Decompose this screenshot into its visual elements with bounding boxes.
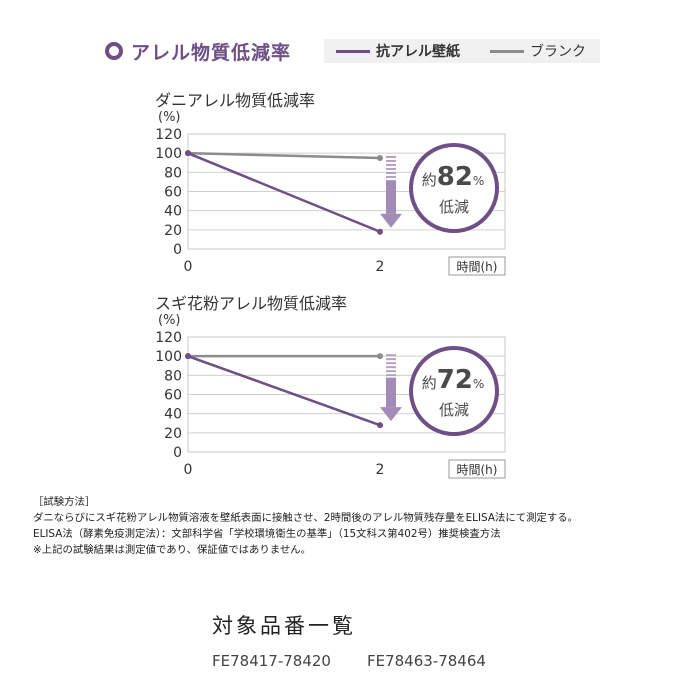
y-tick-label: 20 <box>164 426 182 442</box>
y-tick-label: 120 <box>155 127 182 143</box>
reduction-label: 低減 <box>439 198 469 216</box>
arrow-dash <box>386 366 396 369</box>
reduction-number: 82 <box>437 162 473 192</box>
y-tick-label: 40 <box>164 204 182 220</box>
section-title: アレル物質低減率 <box>131 41 292 64</box>
products-list: FE78417-78420 FE78463-78464 <box>212 652 522 670</box>
y-tick-label: 60 <box>164 388 182 404</box>
y-tick-label: 100 <box>155 349 182 365</box>
arrow-shaft <box>386 181 396 214</box>
arrow-shaft <box>386 377 396 408</box>
legend: 抗アレル壁紙 ブランク <box>324 39 600 63</box>
down-arrow-icon <box>380 213 402 228</box>
arrow-dash <box>386 171 396 174</box>
data-point <box>377 228 383 235</box>
series-line <box>187 151 381 160</box>
x-axis-label: 時間(h) <box>457 463 498 477</box>
product-code: FE78463-78464 <box>366 652 486 670</box>
reduction-prefix: 約 <box>422 374 437 392</box>
section-header: アレル物質低減率 <box>105 36 291 66</box>
arrow-dash <box>386 175 396 178</box>
y-axis-label: (%) <box>158 313 181 328</box>
chart-title-mite: ダニアレル物質低減率 <box>155 91 316 110</box>
products-title: 対象品番一覧 <box>212 614 356 638</box>
plot-frame <box>187 133 506 250</box>
x-axis-label-box <box>448 459 506 479</box>
down-arrow-icon <box>380 407 402 422</box>
arrow-dash <box>386 167 396 170</box>
arrow-dash <box>386 354 396 357</box>
arrow-dash <box>386 159 396 162</box>
reduction-unit: % <box>473 377 484 391</box>
data-point <box>377 154 383 161</box>
legend-item-blank: ブランク <box>460 41 586 61</box>
reduction-value: 約82% <box>422 162 485 192</box>
chart-title-cedar: スギ花粉アレル物質低減率 <box>155 294 348 313</box>
product-code: FE78417-78420 <box>212 652 331 670</box>
reduction-badge <box>409 346 499 436</box>
y-tick-label: 0 <box>173 445 182 461</box>
arrow-dash <box>386 163 396 166</box>
data-point <box>377 422 383 429</box>
x-tick-label: 0 <box>184 462 193 478</box>
plot-frame <box>187 336 506 453</box>
arrow-dash <box>386 370 396 373</box>
y-tick-label: 80 <box>164 165 182 181</box>
data-point <box>185 353 191 360</box>
legend-item-antiallergen: 抗アレル壁紙 <box>324 41 460 61</box>
legend-line-antiallergen <box>336 49 370 53</box>
reduction-badge <box>409 143 499 233</box>
y-tick-label: 0 <box>173 242 182 258</box>
y-tick-label: 40 <box>164 407 182 423</box>
legend-label-blank: ブランク <box>530 44 586 60</box>
test-method-heading: ［試験方法］ <box>33 496 96 508</box>
arrow-dash <box>386 358 396 361</box>
reduction-label: 低減 <box>439 401 469 419</box>
x-tick-label: 2 <box>376 259 385 275</box>
test-method-note: ※上記の試験結果は測定値であり、保証値ではありません。 <box>33 544 312 556</box>
arrow-dash <box>386 155 396 158</box>
reduction-value: 約72% <box>422 365 485 395</box>
x-axis-label: 時間(h) <box>457 260 498 274</box>
y-tick-label: 20 <box>164 223 182 239</box>
series-line <box>187 354 381 427</box>
y-tick-label: 120 <box>155 330 182 346</box>
reduction-number: 72 <box>437 365 473 395</box>
y-tick-label: 80 <box>164 368 182 384</box>
circle-bullet-icon <box>105 42 123 60</box>
x-axis-label-box <box>448 256 506 276</box>
reduction-prefix: 約 <box>422 171 437 189</box>
test-method: ［試験方法］ ダニならびにスギ花粉アレル物質溶液を壁紙表面に接触させ、2時間後の… <box>33 494 578 558</box>
arrow-dash <box>386 179 396 182</box>
test-method-line-1: ダニならびにスギ花粉アレル物質溶液を壁紙表面に接触させ、2時間後のアレル物質残存… <box>33 512 579 524</box>
data-point <box>377 353 383 360</box>
arrow-dash <box>386 374 396 377</box>
x-tick-label: 2 <box>376 462 385 478</box>
chart-mite: 0 20 40 60 80 100 120 (%) 0 2 時間(h) 約82% 低減 <box>155 110 506 276</box>
arrow-dash <box>386 362 396 365</box>
y-tick-label: 100 <box>155 146 182 162</box>
x-tick-label: 0 <box>184 259 193 275</box>
series-line <box>187 152 381 233</box>
legend-label-antiallergen: 抗アレル壁紙 <box>376 44 460 60</box>
legend-line-blank <box>490 49 524 53</box>
y-axis-label: (%) <box>158 110 181 125</box>
chart-cedar: 0 20 40 60 80 100 120 (%) 0 2 時間(h) 約72% 低減 <box>155 313 506 479</box>
data-point <box>185 150 191 157</box>
reduction-unit: % <box>473 174 484 188</box>
y-tick-label: 60 <box>164 185 182 201</box>
test-method-line-2: ELISA法（酵素免疫測定法）：文部科学省「学校環境衛生の基準」（15文科ス第4… <box>33 528 501 540</box>
